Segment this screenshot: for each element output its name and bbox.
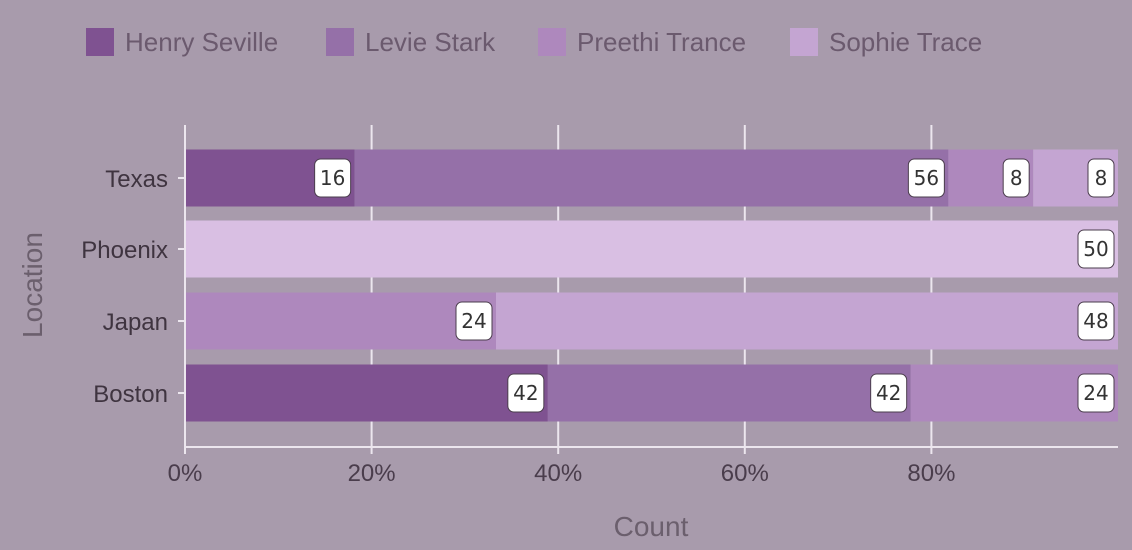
- data-label-box: [870, 373, 908, 413]
- data-label-box: [1087, 158, 1115, 198]
- data-label: 56: [914, 166, 939, 190]
- data-label: 48: [1083, 309, 1108, 333]
- x-tick-label: 0%: [168, 460, 203, 487]
- data-label-box: [1077, 373, 1115, 413]
- data-labels: 16 56 8 8 50 24 48 42 42 24: [314, 158, 1115, 413]
- y-tick-label: Japan: [103, 309, 168, 336]
- data-label-box: [1077, 229, 1115, 269]
- data-label: 8: [1095, 166, 1108, 190]
- x-tick-label: 80%: [907, 460, 955, 487]
- data-label-box: [1002, 158, 1030, 198]
- data-label: 24: [1083, 381, 1108, 405]
- legend-swatch-sophie-trace: [790, 28, 818, 56]
- data-label-box: [907, 158, 945, 198]
- data-label-box: [507, 373, 545, 413]
- legend-label-sophie-trace: Sophie Trace: [829, 27, 982, 57]
- x-tick-label: 20%: [348, 460, 396, 487]
- y-tick-label: Boston: [93, 381, 168, 408]
- axes: 0% 20% 40% 60% 80% Texas Phoenix Japan Boston: [81, 125, 1118, 487]
- x-tick-label: 60%: [721, 460, 769, 487]
- y-axis-title: Location: [17, 232, 48, 338]
- legend: Henry Seville Levie Stark Preethi Trance So…: [86, 27, 982, 57]
- data-label: 24: [461, 309, 486, 333]
- y-tick-label: Phoenix: [81, 237, 168, 264]
- legend-label-henry-seville: Henry Seville: [125, 27, 278, 57]
- data-label: 8: [1010, 166, 1023, 190]
- data-label-box: [314, 158, 352, 198]
- data-label: 50: [1083, 237, 1108, 261]
- bar-segment: [185, 220, 1118, 278]
- x-tick-label: 40%: [534, 460, 582, 487]
- bar-segment: [354, 149, 949, 207]
- bar-segment: [496, 292, 1118, 350]
- data-label-box: [1077, 301, 1115, 341]
- bar-segment: [185, 364, 548, 422]
- data-label: 42: [513, 381, 538, 405]
- legend-label-levie-stark: Levie Stark: [365, 27, 496, 57]
- data-label-box: [455, 301, 493, 341]
- y-tick-label: Texas: [105, 166, 168, 193]
- bar-segment: [547, 364, 911, 422]
- legend-swatch-henry-seville: [86, 28, 114, 56]
- data-label: 16: [320, 166, 345, 190]
- legend-swatch-preethi-trance: [538, 28, 566, 56]
- bar-segment: [185, 292, 496, 350]
- legend-label-preethi-trance: Preethi Trance: [577, 27, 746, 57]
- data-label: 42: [876, 381, 901, 405]
- legend-swatch-levie-stark: [326, 28, 354, 56]
- x-axis-title: Count: [614, 511, 689, 542]
